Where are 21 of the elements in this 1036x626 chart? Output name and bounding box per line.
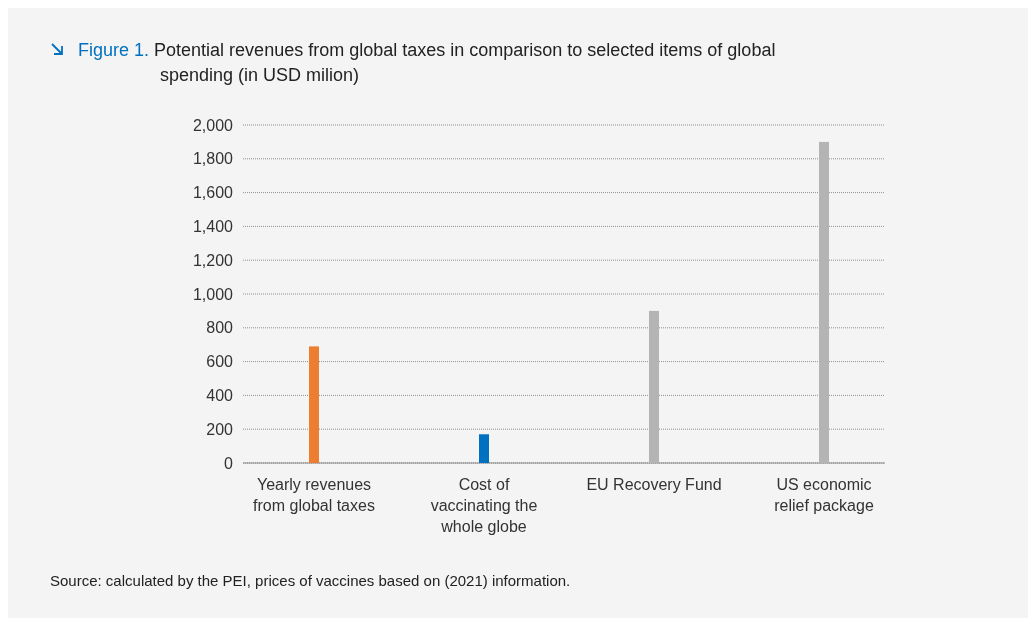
bar xyxy=(309,346,319,463)
y-tick-label: 1,600 xyxy=(192,184,234,202)
x-tick-label: Cost of vaccinating the whole globe xyxy=(430,476,538,535)
y-tick-label: 800 xyxy=(206,319,234,337)
y-tick-label: 2,000 xyxy=(192,116,234,134)
chart-title: Figure 1. Potential revenues from global taxes in comparison to selected items of global spending (in USD milion) xyxy=(78,40,776,85)
bar xyxy=(649,310,659,463)
x-tick-label: EU Recovery Fund xyxy=(586,476,722,493)
y-tick-label: 200 xyxy=(206,420,234,438)
y-tick-label: 1,400 xyxy=(192,218,234,235)
y-tick-label: 600 xyxy=(206,353,234,371)
y-tick-label: 0 xyxy=(224,454,234,472)
bar xyxy=(819,141,829,463)
x-tick-label: Yearly revenues from global taxes xyxy=(253,476,375,514)
y-tick-label: 1,800 xyxy=(192,150,234,168)
y-tick-label: 1,000 xyxy=(192,285,234,303)
y-tick-label: 1,200 xyxy=(192,251,234,269)
x-tick-label: US economic relief package xyxy=(774,476,874,514)
y-tick-label: 400 xyxy=(206,387,234,404)
source-note: Source: calculated by the PEI, prices of vaccines based on (2021) information. xyxy=(50,572,571,589)
bar xyxy=(479,434,489,463)
